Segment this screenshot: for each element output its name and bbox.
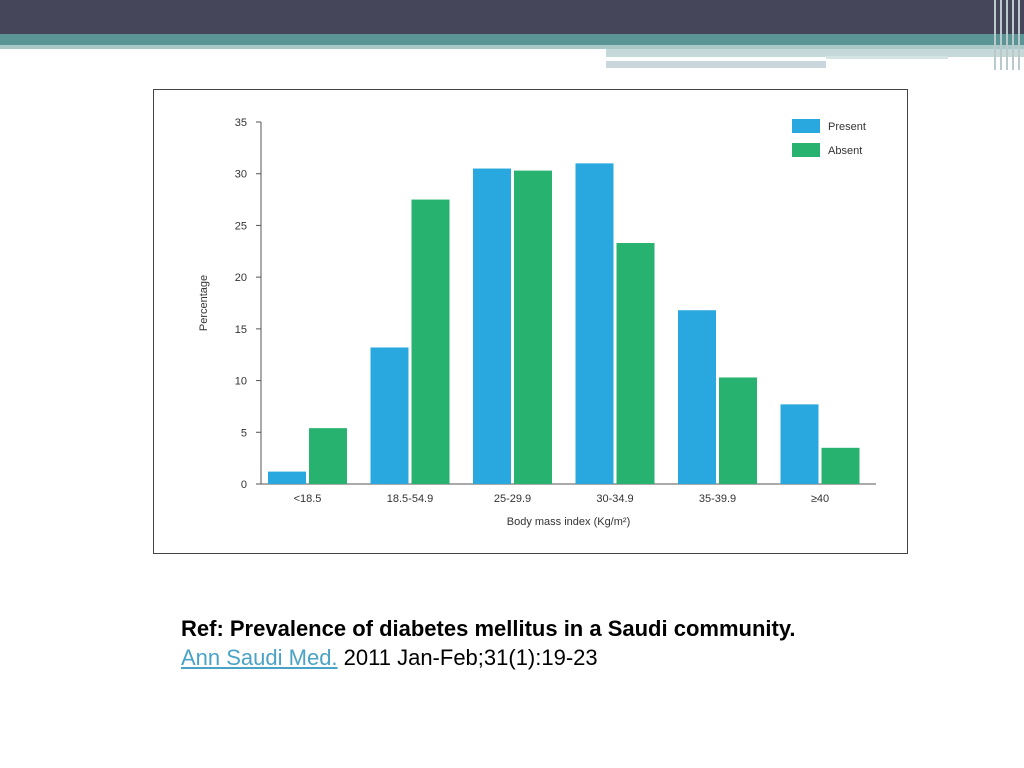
x-tick-label: 18.5-54.9 xyxy=(387,493,433,505)
reference-title: Ref: Prevalence of diabetes mellitus in … xyxy=(181,616,796,641)
bar-absent xyxy=(616,243,655,484)
bar-present xyxy=(575,163,614,484)
y-tick-label: 20 xyxy=(235,272,247,284)
reference-block: Ref: Prevalence of diabetes mellitus in … xyxy=(181,615,981,673)
y-tick-label: 0 xyxy=(241,479,247,491)
header-accent-bar xyxy=(606,49,1024,57)
legend-label-absent: Absent xyxy=(828,145,862,157)
bar-present xyxy=(780,404,819,484)
citation-details: 2011 Jan-Feb;31(1):19-23 xyxy=(337,645,598,670)
legend-swatch-present xyxy=(792,119,820,133)
header-accent-bar xyxy=(826,56,948,59)
bar-present xyxy=(268,471,306,484)
header-bar-teal xyxy=(0,34,1024,45)
header-accent-bar xyxy=(606,61,826,68)
x-axis-title: Body mass index (Kg/m²) xyxy=(507,516,630,528)
bmi-bar-chart: 0 5 10 15 20 25 30 35 <18.5 18.5-54.9 25-29.9 30-34… xyxy=(198,117,876,528)
bar-present xyxy=(473,168,511,484)
y-axis-title: Percentage xyxy=(198,275,210,331)
legend-swatch-absent xyxy=(792,143,820,157)
header-bar-light xyxy=(0,45,1024,49)
bar-absent xyxy=(821,447,860,484)
bar-present xyxy=(678,310,716,484)
legend-label-present: Present xyxy=(828,121,866,133)
x-tick-label: 30-34.9 xyxy=(596,493,633,505)
y-tick-label: 35 xyxy=(235,117,247,129)
header-bar-dark xyxy=(0,0,1024,34)
bar-absent xyxy=(411,199,450,485)
y-tick-label: 15 xyxy=(235,324,247,336)
y-tick-label: 10 xyxy=(235,376,247,388)
bar-absent xyxy=(719,377,757,484)
bar-absent xyxy=(309,428,347,484)
bar-absent xyxy=(514,170,552,484)
x-tick-label: ≥40 xyxy=(811,493,829,505)
y-tick-label: 5 xyxy=(241,427,247,439)
reference-citation-line: Ann Saudi Med. 2011 Jan-Feb;31(1):19-23 xyxy=(181,643,981,673)
y-tick-label: 25 xyxy=(235,220,247,232)
header-stripes xyxy=(992,0,1024,70)
y-tick-label: 30 xyxy=(235,169,247,181)
x-tick-label: 35-39.9 xyxy=(699,493,736,505)
journal-link[interactable]: Ann Saudi Med. xyxy=(181,645,338,670)
bar-present xyxy=(370,347,409,484)
x-tick-label: 25-29.9 xyxy=(494,493,531,505)
chart-frame: 0 5 10 15 20 25 30 35 <18.5 18.5-54.9 25-29.9 30-34… xyxy=(153,89,908,554)
x-tick-label: <18.5 xyxy=(294,493,322,505)
